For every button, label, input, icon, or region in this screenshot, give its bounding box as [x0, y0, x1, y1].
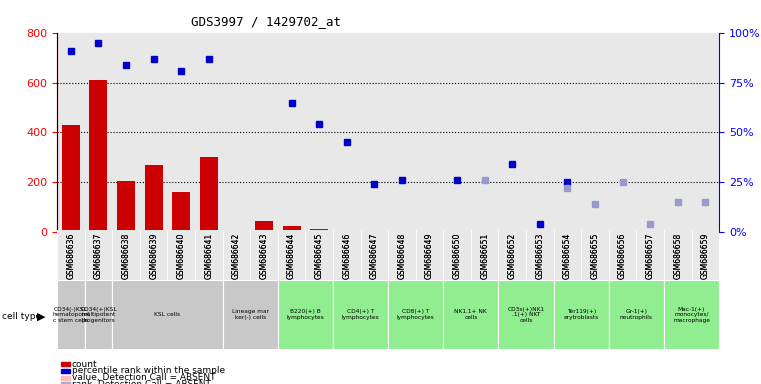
Text: GSM686659: GSM686659: [701, 233, 710, 279]
Text: GSM686650: GSM686650: [453, 233, 462, 279]
Text: GSM686657: GSM686657: [645, 233, 654, 279]
Bar: [255, 221, 273, 232]
Text: GSM686642: GSM686642: [232, 233, 241, 279]
Text: GSM686652: GSM686652: [508, 233, 517, 279]
Bar: [498, 280, 553, 349]
Text: GSM686656: GSM686656: [618, 233, 627, 279]
Text: CD3s(+)NK1
.1(+) NKT
cells: CD3s(+)NK1 .1(+) NKT cells: [508, 306, 545, 323]
Bar: [172, 192, 190, 232]
Bar: [282, 226, 301, 232]
Text: percentile rank within the sample: percentile rank within the sample: [72, 366, 224, 376]
Text: GSM686646: GSM686646: [342, 233, 352, 279]
Text: CD8(+) T
lymphocytes: CD8(+) T lymphocytes: [396, 310, 435, 320]
Bar: [609, 280, 664, 349]
Text: GSM686648: GSM686648: [397, 233, 406, 279]
Text: cell type: cell type: [2, 312, 40, 321]
Text: value, Detection Call = ABSENT: value, Detection Call = ABSENT: [72, 373, 215, 382]
Text: GSM686647: GSM686647: [370, 233, 379, 279]
Bar: [145, 165, 163, 232]
Text: GSM686654: GSM686654: [563, 233, 572, 279]
Bar: [388, 280, 443, 349]
Text: CD34(-)KSL
hematopoiet
c stem cells: CD34(-)KSL hematopoiet c stem cells: [52, 306, 90, 323]
Bar: [90, 80, 107, 232]
Text: GSM686638: GSM686638: [122, 233, 131, 279]
Text: GSM686658: GSM686658: [673, 233, 683, 279]
Text: GSM686643: GSM686643: [260, 233, 269, 279]
Bar: [278, 280, 333, 349]
Text: GSM686644: GSM686644: [287, 233, 296, 279]
Text: GSM686643: GSM686643: [260, 233, 269, 279]
Text: GSM686636: GSM686636: [66, 233, 75, 279]
Text: GSM686640: GSM686640: [177, 233, 186, 279]
Text: GSM686646: GSM686646: [342, 233, 352, 279]
Text: GSM686647: GSM686647: [370, 233, 379, 279]
Bar: [310, 229, 328, 232]
Text: GSM686653: GSM686653: [535, 233, 544, 279]
Text: Ter119(+)
erytroblasts: Ter119(+) erytroblasts: [564, 310, 599, 320]
Text: GSM686652: GSM686652: [508, 233, 517, 279]
Text: B220(+) B
lymphocytes: B220(+) B lymphocytes: [286, 310, 324, 320]
Text: GSM686655: GSM686655: [591, 233, 600, 279]
Text: GDS3997 / 1429702_at: GDS3997 / 1429702_at: [191, 15, 342, 28]
Text: GSM686650: GSM686650: [453, 233, 462, 279]
Text: count: count: [72, 359, 97, 369]
Text: GSM686648: GSM686648: [397, 233, 406, 279]
Text: GSM686653: GSM686653: [535, 233, 544, 279]
Text: CD4(+) T
lymphocytes: CD4(+) T lymphocytes: [342, 310, 380, 320]
Text: GSM686636: GSM686636: [66, 233, 75, 279]
Text: NK1.1+ NK
cells: NK1.1+ NK cells: [454, 310, 487, 320]
Text: GSM686655: GSM686655: [591, 233, 600, 279]
Bar: [664, 280, 719, 349]
Bar: [57, 280, 84, 349]
Text: GSM686649: GSM686649: [425, 233, 434, 279]
Text: GSM686640: GSM686640: [177, 233, 186, 279]
Text: CD34(+)KSL
multipotent
progenitors: CD34(+)KSL multipotent progenitors: [80, 306, 116, 323]
Text: GSM686638: GSM686638: [122, 233, 131, 279]
Bar: [117, 181, 135, 232]
Text: GSM686645: GSM686645: [314, 233, 323, 279]
Text: GSM686644: GSM686644: [287, 233, 296, 279]
Text: GSM686659: GSM686659: [701, 233, 710, 279]
Text: Lineage mar
ker(-) cells: Lineage mar ker(-) cells: [231, 310, 269, 320]
Text: GSM686658: GSM686658: [673, 233, 683, 279]
Bar: [443, 280, 498, 349]
Bar: [553, 280, 609, 349]
Text: GSM686641: GSM686641: [204, 233, 213, 279]
Text: GSM686639: GSM686639: [149, 233, 158, 279]
Bar: [222, 280, 278, 349]
Text: GSM686645: GSM686645: [314, 233, 323, 279]
Bar: [113, 280, 222, 349]
Text: GSM686657: GSM686657: [645, 233, 654, 279]
Text: KSL cells: KSL cells: [154, 312, 180, 318]
Text: Gr-1(+)
neutrophils: Gr-1(+) neutrophils: [620, 310, 653, 320]
Text: GSM686654: GSM686654: [563, 233, 572, 279]
Bar: [200, 157, 218, 232]
Text: Mac-1(+)
monocytes/
macrophage: Mac-1(+) monocytes/ macrophage: [673, 306, 710, 323]
Text: GSM686639: GSM686639: [149, 233, 158, 279]
Text: ▶: ▶: [37, 312, 45, 322]
Bar: [62, 125, 80, 232]
Text: GSM686649: GSM686649: [425, 233, 434, 279]
Text: GSM686637: GSM686637: [94, 233, 103, 279]
Text: GSM686651: GSM686651: [480, 233, 489, 279]
Text: GSM686656: GSM686656: [618, 233, 627, 279]
Text: rank, Detection Call = ABSENT: rank, Detection Call = ABSENT: [72, 380, 210, 384]
Text: GSM686642: GSM686642: [232, 233, 241, 279]
Bar: [333, 280, 388, 349]
Text: GSM686637: GSM686637: [94, 233, 103, 279]
Text: GSM686641: GSM686641: [204, 233, 213, 279]
Bar: [84, 280, 113, 349]
Text: GSM686651: GSM686651: [480, 233, 489, 279]
